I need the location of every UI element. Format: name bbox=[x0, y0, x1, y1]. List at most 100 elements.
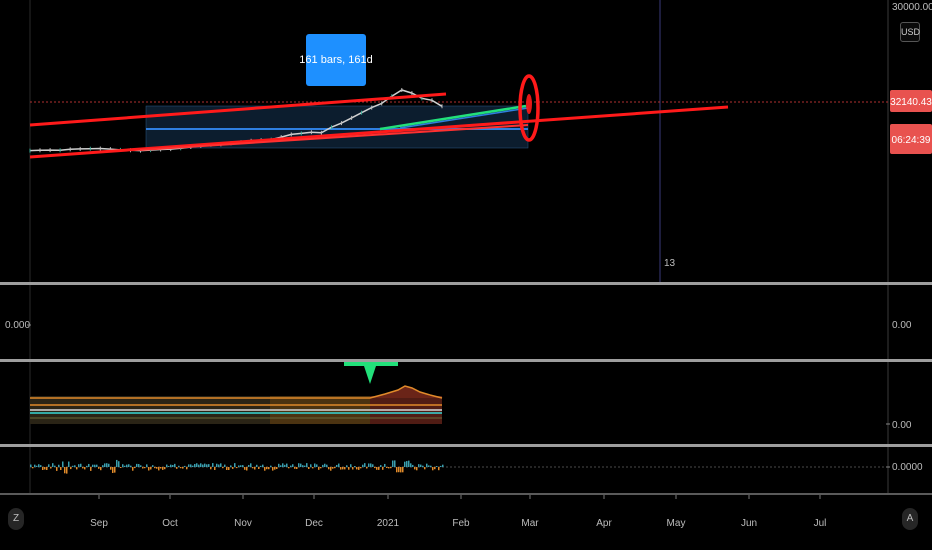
oscillator-bar bbox=[240, 465, 242, 468]
oscillator-bar bbox=[302, 465, 304, 467]
current-price-tag bbox=[890, 90, 932, 112]
measure-label: 161 bars, 161d bbox=[299, 54, 372, 66]
oscillator-bar bbox=[80, 463, 82, 468]
oscillator-bar bbox=[128, 464, 130, 468]
oscillator-bar bbox=[298, 463, 300, 468]
circle-marker bbox=[518, 74, 540, 142]
oscillator-bar bbox=[342, 467, 344, 470]
oscillator-bar bbox=[198, 464, 200, 468]
corner-button-right[interactable]: A bbox=[902, 508, 918, 530]
oscillator-bar bbox=[322, 464, 324, 467]
oscillator-bar bbox=[122, 464, 124, 468]
oscillator-bar bbox=[222, 467, 224, 469]
oscillator-bar bbox=[314, 463, 316, 468]
oscillator-bar bbox=[316, 464, 318, 468]
oscillator-bar bbox=[112, 467, 114, 473]
oscillator-bar bbox=[340, 467, 342, 470]
corner-button-left[interactable]: Z bbox=[8, 508, 24, 530]
oscillator-bar bbox=[308, 467, 310, 469]
oscillator-bar bbox=[214, 467, 216, 470]
oscillator-bar bbox=[354, 465, 356, 467]
trendline-upper bbox=[29, 92, 447, 127]
indicator2-hump-line bbox=[30, 385, 443, 399]
oscillator-bar bbox=[282, 463, 284, 468]
oscillator-bar bbox=[216, 463, 218, 468]
oscillator-bar bbox=[178, 465, 180, 467]
oscillator-bar bbox=[264, 467, 266, 471]
oscillator-bar bbox=[284, 464, 286, 467]
time-axis-label: Mar bbox=[521, 518, 539, 529]
oscillator-bar bbox=[124, 465, 126, 468]
oscillator-bar bbox=[386, 467, 388, 468]
oscillator-bar bbox=[196, 463, 198, 467]
oscillator-bar bbox=[206, 464, 208, 467]
oscillator-bar bbox=[244, 467, 246, 470]
vertical-marker-label: 13 bbox=[664, 258, 676, 269]
time-axis-label: 2021 bbox=[377, 518, 400, 529]
oscillator-bar bbox=[402, 467, 404, 473]
oscillator-bar bbox=[120, 467, 122, 468]
oscillator-bar bbox=[356, 467, 358, 470]
oscillator-bar bbox=[150, 467, 152, 470]
oscillator-bar bbox=[54, 465, 56, 468]
oscillator-bar bbox=[360, 467, 362, 469]
panel-divider-1[interactable] bbox=[0, 282, 932, 285]
green-line bbox=[379, 104, 527, 131]
oscillator-bar bbox=[248, 464, 250, 467]
time-axis-label: Jun bbox=[741, 518, 757, 529]
oscillator-bar bbox=[270, 465, 272, 468]
oscillator-bar bbox=[324, 463, 326, 468]
time-axis-label: Apr bbox=[596, 518, 612, 529]
oscillator-bar bbox=[246, 467, 248, 471]
oscillator-bar bbox=[372, 464, 374, 467]
oscillator-bar bbox=[430, 465, 432, 467]
oscillator-bar bbox=[62, 461, 64, 467]
oscillator-bar bbox=[64, 467, 66, 474]
panel-divider-3[interactable] bbox=[0, 444, 932, 447]
oscillator-bar bbox=[104, 463, 106, 468]
time-axis-label: May bbox=[667, 518, 686, 529]
oscillator-bar bbox=[180, 467, 182, 469]
oscillator-bar bbox=[436, 465, 438, 467]
oscillator-bar bbox=[350, 464, 352, 468]
time-axis-label: Oct bbox=[162, 518, 178, 529]
oscillator-bar bbox=[442, 464, 444, 467]
oscillator-bar bbox=[78, 464, 80, 467]
oscillator-bar bbox=[130, 465, 132, 468]
oscillator-bar bbox=[400, 467, 402, 473]
oscillator-bar bbox=[408, 460, 410, 468]
oscillator-bar bbox=[192, 465, 194, 468]
panel-divider-2[interactable] bbox=[0, 359, 932, 362]
oscillator-bar bbox=[396, 467, 398, 473]
oscillator-bar bbox=[68, 461, 70, 468]
oscillator-bar bbox=[420, 464, 422, 468]
oscillator-bar bbox=[310, 464, 312, 468]
oscillator-bar bbox=[378, 467, 380, 470]
oscillator-bar bbox=[38, 464, 40, 468]
oscillator-bar bbox=[140, 465, 142, 468]
oscillator-bar bbox=[60, 467, 62, 470]
oscillator-bar bbox=[432, 467, 434, 471]
oscillator-bar bbox=[76, 467, 78, 470]
oscillator-bar bbox=[384, 463, 386, 467]
oscillator-bar bbox=[352, 467, 354, 470]
oscillator-bar bbox=[46, 467, 48, 470]
oscillator-bar bbox=[438, 467, 440, 471]
oscillator-bar bbox=[272, 467, 274, 471]
oscillator-bar bbox=[428, 465, 430, 467]
oscillator-bar bbox=[406, 461, 408, 467]
oscillator-bar bbox=[262, 464, 264, 468]
oscillator-bar bbox=[168, 465, 170, 467]
oscillator-bar bbox=[56, 467, 58, 471]
countdown-tag bbox=[890, 124, 932, 154]
oscillator-bar bbox=[176, 467, 178, 469]
oscillator-bar bbox=[290, 465, 292, 467]
oscillator-bar bbox=[134, 467, 136, 469]
oscillator-bar bbox=[258, 467, 260, 469]
oscillator-bar bbox=[146, 464, 148, 467]
oscillator-bar bbox=[44, 467, 46, 470]
oscillator-bar bbox=[374, 467, 376, 469]
oscillator-bar bbox=[358, 467, 360, 470]
oscillator-bar bbox=[94, 464, 96, 467]
